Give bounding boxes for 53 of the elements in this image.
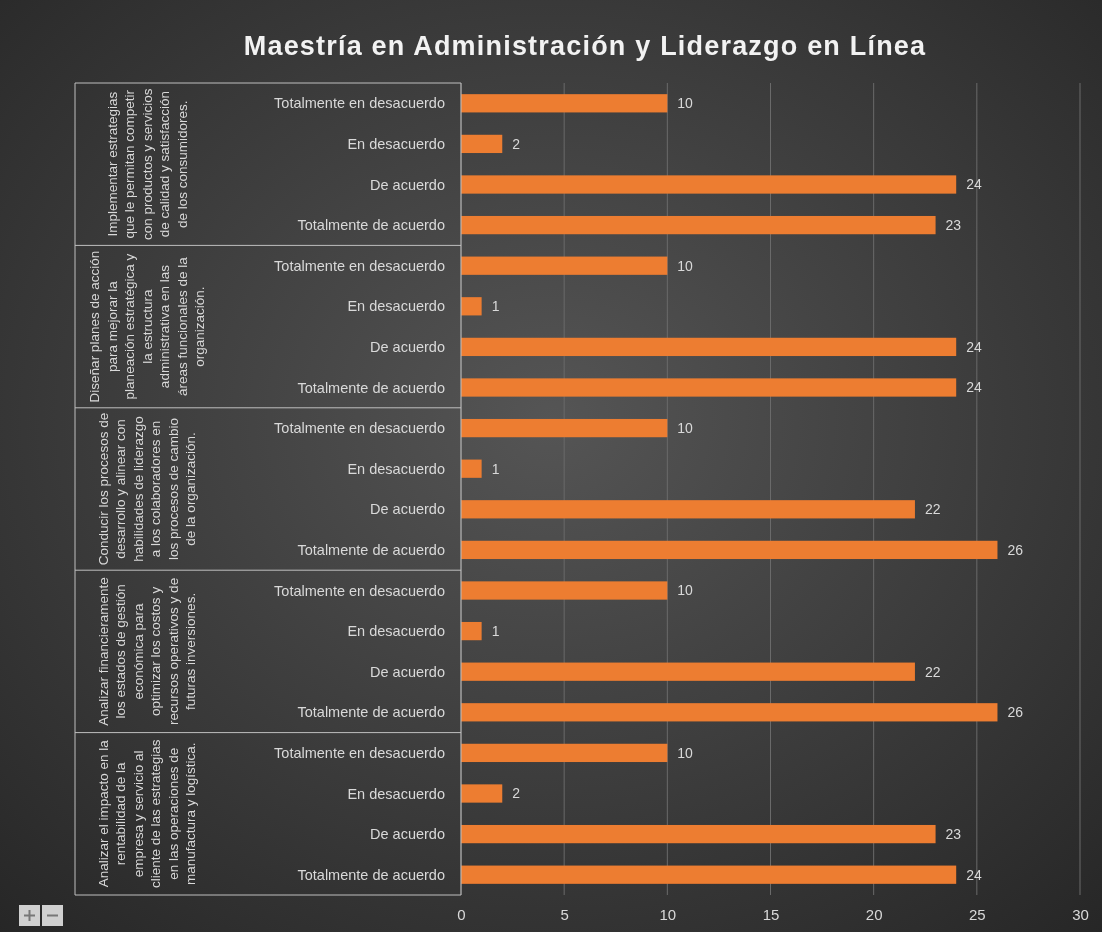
y-tick-label: Totalmente en desacuerdo: [274, 257, 445, 274]
y-tick-label: De acuerdo: [370, 826, 445, 843]
data-label: 24: [966, 379, 982, 396]
data-label: 24: [966, 176, 982, 193]
data-label: 26: [1007, 541, 1024, 558]
x-tick-label: 20: [865, 905, 883, 923]
y-tick-label: Totalmente en desacuerdo: [274, 582, 445, 599]
data-label: 24: [966, 866, 982, 883]
data-label: 2: [512, 135, 521, 152]
data-label: 10: [677, 744, 694, 761]
text: Analizar el impacto en la rentabilidad de la empresa y servicio al cliente de las estrategias en las operaciones de manufactura y logística.: [95, 739, 199, 889]
data-label: 23: [945, 826, 962, 842]
data-label: 22: [924, 663, 941, 680]
y-tick-label: Totalmente en desacuerdo: [274, 95, 445, 112]
x-tick-label: 5: [560, 905, 569, 923]
x-tick-label: 0: [457, 905, 466, 923]
y-tick-label: En desacuerdo: [347, 785, 445, 802]
data-label: 23: [945, 217, 962, 233]
data-label: 2: [512, 785, 521, 802]
y-tick-label: De acuerdo: [370, 501, 445, 518]
y-tick-label: En desacuerdo: [347, 460, 445, 477]
y-tick-label: Totalmente de acuerdo: [297, 541, 445, 558]
data-label: 1: [491, 460, 500, 477]
data-label: 10: [677, 420, 694, 436]
text: Diseñar planes de acción para mejorar la planeación estratégica y la estructura administrativa en las áreas funcionales de la organización.: [87, 250, 208, 403]
data-label: 10: [677, 95, 694, 112]
data-label: 1: [491, 298, 500, 315]
y-tick-label: En desacuerdo: [347, 623, 445, 640]
x-tick-label: 15: [762, 905, 780, 923]
y-tick-label: Totalmente de acuerdo: [297, 704, 445, 721]
data-label: 22: [924, 501, 941, 518]
y-tick-label: Totalmente de acuerdo: [297, 217, 445, 234]
y-tick-label: En desacuerdo: [347, 298, 445, 315]
x-tick-label: 10: [659, 905, 677, 923]
chart-title: Maestría en Administración y Liderazgo en Línea: [243, 31, 927, 61]
y-tick-label: Totalmente en desacuerdo: [274, 744, 445, 761]
data-label: 24: [966, 338, 982, 355]
text: Analizar financieramente los estados de gestión económica para optimizar los costos y recursos operativos y de futuras inversiones.: [95, 577, 199, 726]
y-tick-label: En desacuerdo: [347, 135, 445, 152]
data-label: 10: [677, 582, 694, 599]
y-tick-label: Totalmente de acuerdo: [297, 866, 445, 883]
y-tick-label: De acuerdo: [370, 663, 445, 680]
text: Implementar estrategias que le permitan competir con productos y servicios de calidad y satisfacción de los consumidores.: [104, 88, 190, 240]
y-tick-label: Totalmente de acuerdo: [297, 379, 445, 396]
data-label: 1: [491, 623, 500, 639]
x-tick-label: 25: [968, 905, 986, 923]
data-label: 10: [677, 257, 694, 274]
text: Conducir los procesos de desarrollo y alinear con habilidades de liderazgo a los colaboradores en los procesos de cambio de la organización.: [95, 412, 199, 566]
y-tick-label: Totalmente en desacuerdo: [274, 420, 445, 437]
y-tick-label: De acuerdo: [370, 176, 445, 193]
y-tick-label: De acuerdo: [370, 338, 445, 355]
data-label: 26: [1007, 704, 1024, 721]
x-tick-label: 30: [1072, 905, 1089, 923]
